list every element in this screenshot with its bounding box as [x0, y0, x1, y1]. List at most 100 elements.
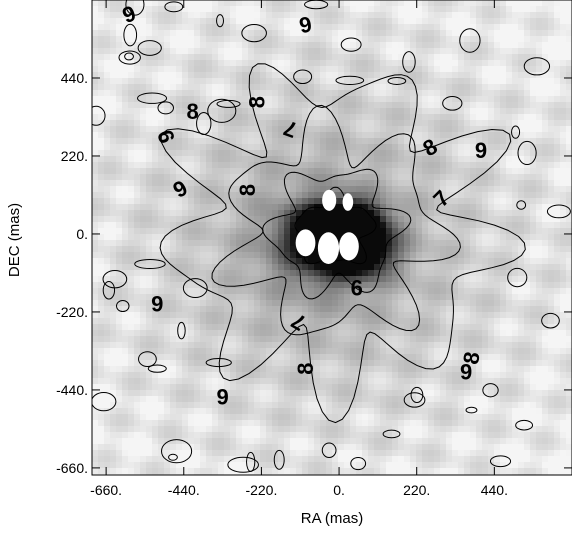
image-pixel [272, 138, 279, 145]
image-pixel [476, 192, 483, 199]
image-pixel [320, 48, 327, 55]
image-pixel [122, 6, 129, 13]
image-pixel [248, 114, 255, 121]
image-pixel [134, 210, 141, 217]
image-pixel [326, 120, 333, 127]
image-pixel [116, 294, 123, 301]
image-pixel [296, 252, 303, 259]
image-pixel [332, 126, 339, 133]
image-pixel [392, 210, 399, 217]
image-pixel [386, 312, 393, 319]
image-pixel [404, 138, 411, 145]
image-pixel [278, 120, 285, 127]
image-pixel [206, 192, 213, 199]
image-pixel [560, 180, 567, 187]
image-pixel [134, 54, 141, 61]
image-pixel [422, 48, 429, 55]
image-pixel [422, 186, 429, 193]
image-pixel [224, 234, 231, 241]
image-pixel [392, 126, 399, 133]
image-pixel [188, 336, 195, 343]
image-pixel [416, 84, 423, 91]
image-pixel [122, 156, 129, 163]
image-pixel [308, 138, 315, 145]
image-pixel [170, 168, 177, 175]
image-pixel [284, 354, 291, 361]
image-pixel [476, 252, 483, 259]
image-pixel [266, 198, 273, 205]
image-pixel [398, 198, 405, 205]
image-pixel [254, 204, 261, 211]
image-pixel [224, 12, 231, 19]
image-pixel [320, 264, 327, 271]
image-pixel [212, 348, 219, 355]
image-pixel [422, 228, 429, 235]
image-pixel [230, 54, 237, 61]
image-pixel [542, 366, 549, 373]
image-pixel [98, 198, 105, 205]
image-pixel [140, 366, 147, 373]
image-pixel [260, 114, 267, 121]
image-pixel [230, 60, 237, 67]
image-pixel [410, 60, 417, 67]
image-pixel [458, 6, 465, 13]
image-pixel [146, 306, 153, 313]
image-pixel [398, 324, 405, 331]
image-pixel [296, 192, 303, 199]
image-pixel [254, 6, 261, 13]
image-pixel [350, 6, 357, 13]
image-pixel [104, 318, 111, 325]
image-pixel [518, 264, 525, 271]
image-pixel [206, 336, 213, 343]
image-pixel [104, 54, 111, 61]
image-pixel [470, 72, 477, 79]
image-pixel [524, 78, 531, 85]
image-pixel [116, 138, 123, 145]
image-pixel [182, 264, 189, 271]
image-pixel [380, 276, 387, 283]
image-pixel [560, 276, 567, 283]
image-pixel [98, 96, 105, 103]
image-pixel [140, 312, 147, 319]
image-pixel [500, 312, 507, 319]
image-pixel [278, 30, 285, 37]
image-pixel [458, 60, 465, 67]
image-pixel [188, 234, 195, 241]
image-pixel [302, 186, 309, 193]
image-pixel [374, 42, 381, 49]
image-pixel [392, 198, 399, 205]
image-pixel [512, 126, 519, 133]
image-pixel [152, 276, 159, 283]
image-pixel [404, 60, 411, 67]
image-pixel [260, 324, 267, 331]
image-pixel [212, 330, 219, 337]
image-pixel [512, 0, 519, 7]
image-pixel [362, 186, 369, 193]
image-pixel [446, 282, 453, 289]
image-pixel [470, 198, 477, 205]
image-pixel [524, 24, 531, 31]
image-pixel [200, 162, 207, 169]
image-pixel [182, 198, 189, 205]
image-pixel [98, 114, 105, 121]
image-pixel [158, 354, 165, 361]
image-pixel [374, 294, 381, 301]
image-pixel [218, 180, 225, 187]
image-pixel [122, 12, 129, 19]
image-pixel [206, 48, 213, 55]
image-pixel [296, 204, 303, 211]
image-pixel [350, 300, 357, 307]
image-pixel [290, 114, 297, 121]
image-pixel [194, 54, 201, 61]
image-pixel [284, 24, 291, 31]
image-pixel [446, 138, 453, 145]
image-pixel [140, 234, 147, 241]
image-pixel [116, 30, 123, 37]
image-pixel [248, 210, 255, 217]
image-pixel [482, 150, 489, 157]
image-pixel [284, 84, 291, 91]
image-pixel [182, 24, 189, 31]
image-pixel [104, 60, 111, 67]
image-pixel [314, 264, 321, 271]
